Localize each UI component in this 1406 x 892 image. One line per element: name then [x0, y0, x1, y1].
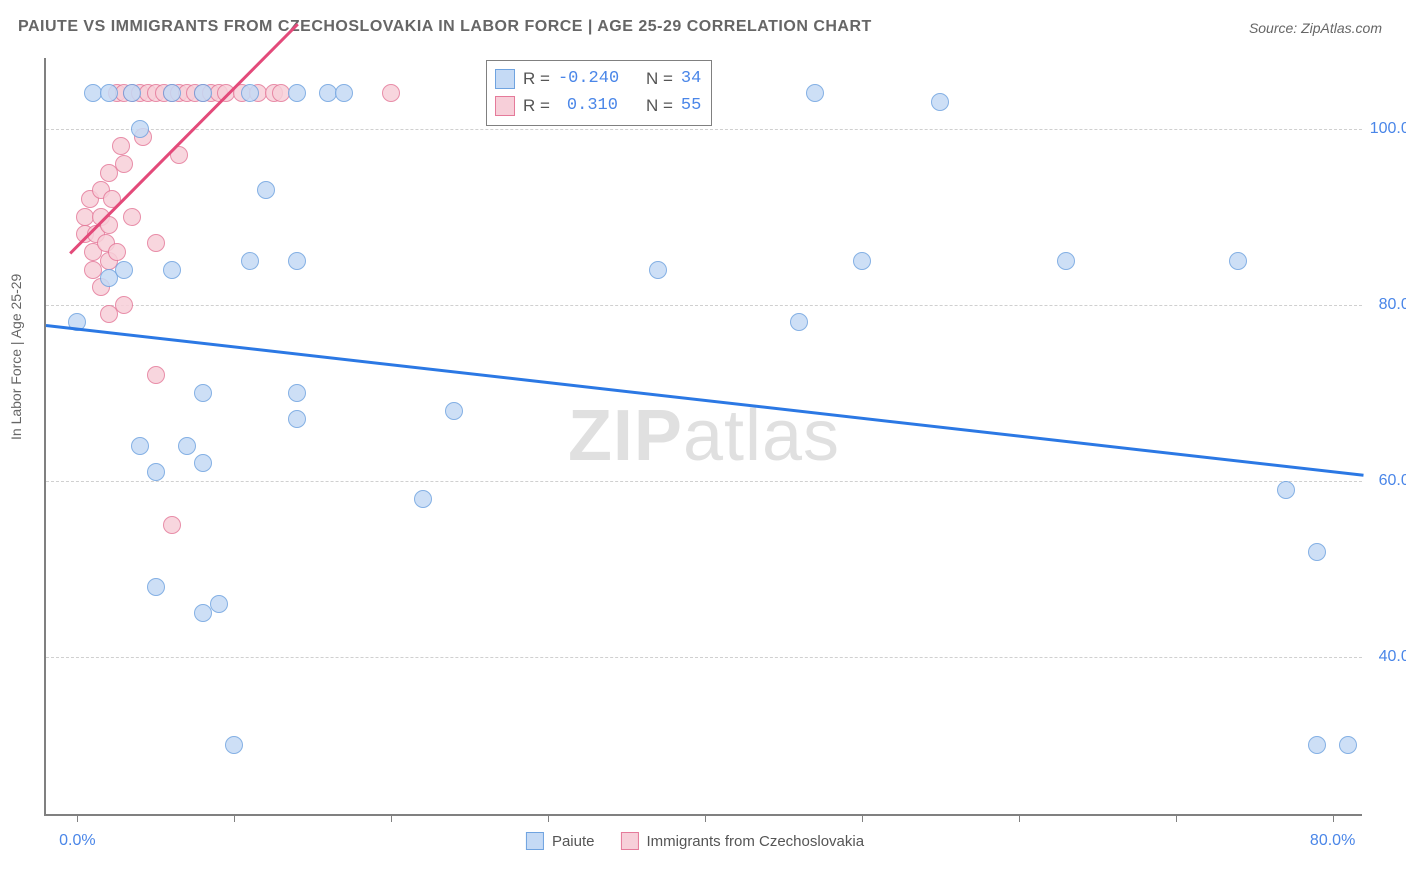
data-point [1229, 252, 1247, 270]
y-axis-label: In Labor Force | Age 25-29 [8, 274, 24, 440]
legend-swatch [620, 832, 638, 850]
chart-title: PAIUTE VS IMMIGRANTS FROM CZECHOSLOVAKIA… [18, 18, 872, 36]
x-tick [391, 814, 392, 822]
data-point [288, 384, 306, 402]
data-point [147, 366, 165, 384]
data-point [806, 84, 824, 102]
data-point [163, 84, 181, 102]
data-point [1057, 252, 1075, 270]
data-point [131, 120, 149, 138]
r-label: R = [523, 65, 550, 92]
data-point [108, 243, 126, 261]
data-point [115, 296, 133, 314]
x-tick [234, 814, 235, 822]
data-point [100, 305, 118, 323]
data-point [210, 595, 228, 613]
legend-swatch [495, 96, 515, 116]
x-tick [548, 814, 549, 822]
data-point [649, 261, 667, 279]
chart-container: PAIUTE VS IMMIGRANTS FROM CZECHOSLOVAKIA… [0, 0, 1406, 892]
data-point [931, 93, 949, 111]
data-point [194, 454, 212, 472]
data-point [194, 84, 212, 102]
data-point [194, 604, 212, 622]
data-point [288, 252, 306, 270]
r-value: -0.240 [558, 65, 618, 92]
watermark: ZIPatlas [568, 395, 840, 477]
data-point [1339, 736, 1357, 754]
x-tick [862, 814, 863, 822]
data-point [112, 137, 130, 155]
legend-swatch [495, 69, 515, 89]
legend-swatch [526, 832, 544, 850]
data-point [335, 84, 353, 102]
gridline-h [46, 481, 1362, 482]
n-value: 55 [681, 92, 701, 119]
n-label: N = [646, 92, 673, 119]
data-point [241, 252, 259, 270]
data-point [1308, 736, 1326, 754]
gridline-h [46, 129, 1362, 130]
data-point [147, 234, 165, 252]
data-point [147, 463, 165, 481]
x-tick-label: 0.0% [59, 832, 95, 850]
x-tick-label: 80.0% [1310, 832, 1355, 850]
gridline-h [46, 305, 1362, 306]
data-point [382, 84, 400, 102]
y-tick-label: 60.0% [1379, 472, 1406, 490]
data-point [147, 578, 165, 596]
x-tick [1333, 814, 1334, 822]
data-point [225, 736, 243, 754]
n-label: N = [646, 65, 673, 92]
series-legend: Paiute Immigrants from Czechoslovakia [526, 832, 882, 850]
data-point [288, 84, 306, 102]
data-point [853, 252, 871, 270]
data-point [194, 384, 212, 402]
data-point [257, 181, 275, 199]
data-point [123, 84, 141, 102]
legend-label: Immigrants from Czechoslovakia [646, 833, 864, 850]
legend-label: Paiute [552, 833, 595, 850]
x-tick [77, 814, 78, 822]
data-point [288, 410, 306, 428]
correlation-legend: R = -0.240 N = 34 R = 0.310 N = 55 [486, 60, 712, 126]
y-tick-label: 80.0% [1379, 296, 1406, 314]
legend-row: R = -0.240 N = 34 [495, 65, 701, 92]
plot-area: ZIPatlas R =-0.240N =34R = 0.310N =55 Pa… [44, 58, 1362, 816]
x-tick [705, 814, 706, 822]
data-point [163, 516, 181, 534]
n-value: 34 [681, 65, 701, 92]
data-point [100, 84, 118, 102]
data-point [1277, 481, 1295, 499]
watermark-bold: ZIP [568, 396, 683, 476]
legend-row: R = 0.310 N = 55 [495, 92, 701, 119]
data-point [115, 261, 133, 279]
gridline-h [46, 657, 1362, 658]
data-point [414, 490, 432, 508]
data-point [241, 84, 259, 102]
data-point [790, 313, 808, 331]
data-point [178, 437, 196, 455]
trend-line [69, 23, 298, 254]
data-point [163, 261, 181, 279]
trend-line [46, 324, 1364, 476]
data-point [123, 208, 141, 226]
r-value: 0.310 [558, 92, 618, 119]
data-point [1308, 543, 1326, 561]
data-point [445, 402, 463, 420]
x-tick [1019, 814, 1020, 822]
y-tick-label: 100.0% [1370, 120, 1406, 138]
source-attribution: Source: ZipAtlas.com [1249, 20, 1382, 36]
y-tick-label: 40.0% [1379, 648, 1406, 666]
data-point [115, 155, 133, 173]
x-tick [1176, 814, 1177, 822]
data-point [131, 437, 149, 455]
r-label: R = [523, 92, 550, 119]
watermark-rest: atlas [683, 396, 840, 476]
